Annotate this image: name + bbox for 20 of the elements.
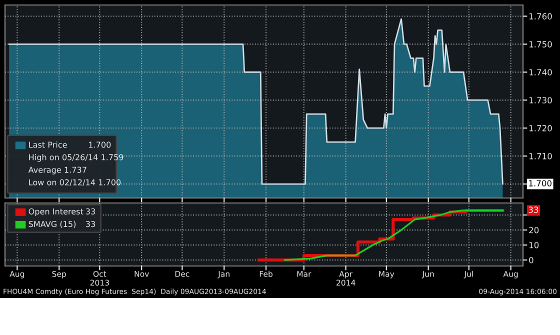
- y-tick-label: 1.750: [529, 41, 552, 48]
- y-tick-label: 0: [529, 256, 534, 264]
- y-tick-label: 1.760: [529, 13, 552, 20]
- y-tick-label: 1.710: [529, 153, 552, 160]
- y-tick-label: 1.740: [529, 69, 552, 76]
- y-tick-label: 1.730: [529, 97, 552, 104]
- annotation: 1.700: [89, 142, 111, 148]
- text: 33: [528, 206, 538, 213]
- legend-label: Last Price: [29, 142, 67, 148]
- legend-label: Open Interest: [28, 208, 84, 216]
- legend-label: SMAVG (15): [28, 220, 76, 228]
- y-tick-label: 20: [529, 226, 539, 234]
- annotation: Low on 02/12/14 1.700: [29, 179, 121, 186]
- y-tick-label: 1.720: [529, 125, 552, 132]
- y-tick-label: 10: [529, 242, 539, 248]
- text: 1.700: [529, 180, 552, 186]
- annotation: High on 05/26/14 1.759: [29, 154, 124, 162]
- annotation: Average 1.737: [28, 166, 86, 174]
- annotation: 33: [86, 208, 96, 214]
- annotation: 33: [86, 220, 96, 228]
